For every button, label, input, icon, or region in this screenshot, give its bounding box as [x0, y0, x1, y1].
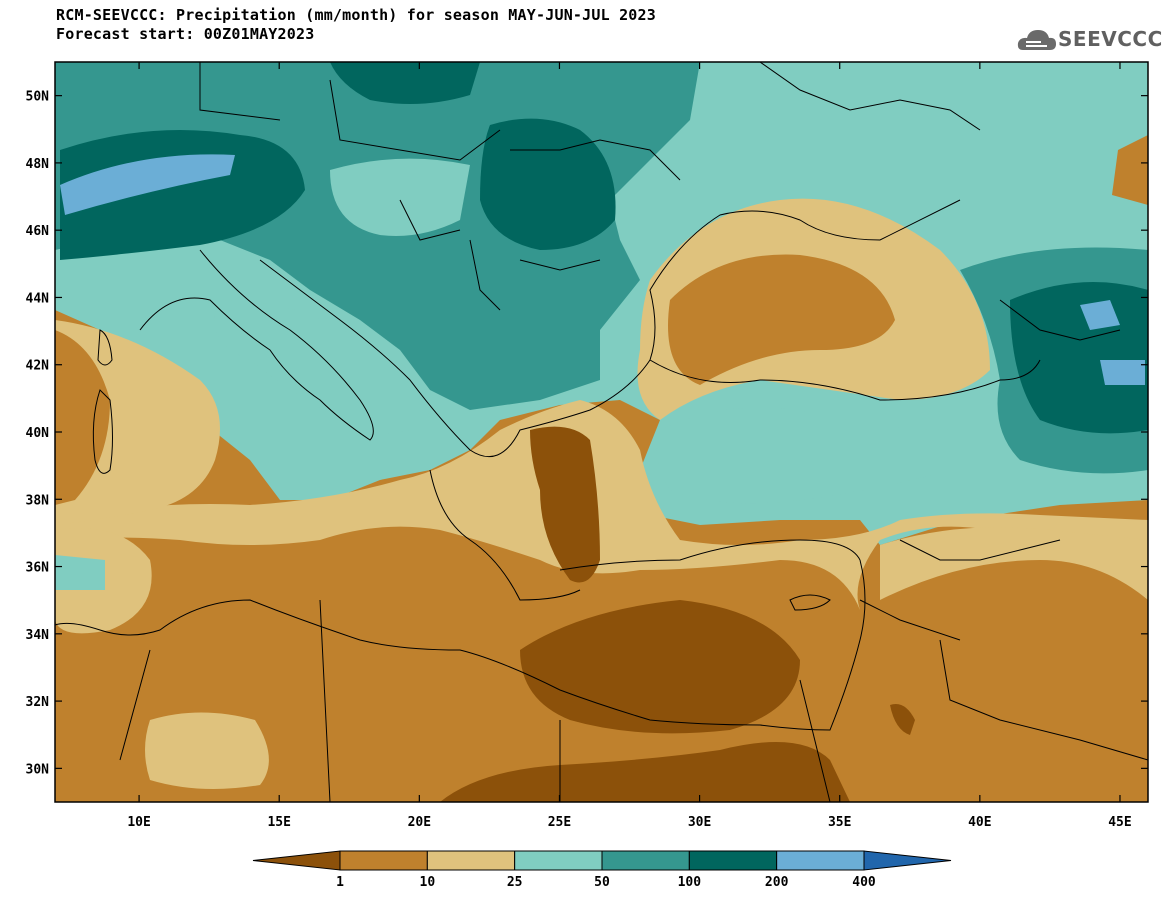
lat-tick-label: 32N — [26, 695, 50, 710]
lat-tick-label: 46N — [26, 224, 50, 239]
legend-swatch — [514, 850, 603, 871]
legend-swatch — [863, 850, 952, 871]
lat-tick-label: 40N — [26, 426, 50, 441]
legend-swatch — [426, 850, 516, 871]
legend-label: 200 — [765, 875, 789, 890]
legend-swatch — [339, 850, 428, 871]
lat-tick-label: 38N — [26, 493, 50, 508]
lon-tick-label: 10E — [127, 815, 150, 830]
legend-swatch — [601, 850, 690, 871]
legend-label: 25 — [507, 875, 523, 890]
lat-tick-label: 34N — [26, 628, 50, 643]
legend-label: 50 — [594, 875, 610, 890]
lat-tick-label: 50N — [26, 90, 50, 105]
lon-tick-label: 45E — [1108, 815, 1131, 830]
lon-tick-label: 30E — [688, 815, 711, 830]
legend-label: 10 — [420, 875, 436, 890]
lat-tick-label: 48N — [26, 157, 50, 172]
lat-tick-label: 30N — [26, 762, 50, 777]
lon-axis: 10E 15E 20E 25E 30E 35E 40E 45E — [127, 62, 1132, 830]
color-legend: 1 10 25 50 100 200 400 — [252, 850, 952, 890]
coastlines — [55, 62, 1148, 802]
legend-label: 400 — [852, 875, 876, 890]
lat-axis: 50N 48N 46N 44N 42N 40N 38N 36N 34N 32N 30N — [26, 90, 1148, 777]
legend-swatch — [688, 850, 778, 871]
legend-label: 1 — [336, 875, 344, 890]
legend-swatch — [252, 850, 341, 871]
lon-tick-label: 35E — [828, 815, 851, 830]
lat-tick-label: 36N — [26, 561, 50, 576]
lat-tick-label: 44N — [26, 291, 50, 306]
legend-swatch — [776, 850, 865, 871]
lon-tick-label: 15E — [267, 815, 290, 830]
map-title: RCM-SEEVCCC: Precipitation (mm/month) fo… — [56, 6, 656, 24]
lon-tick-label: 40E — [968, 815, 991, 830]
legend-label: 100 — [678, 875, 702, 890]
precip-fields — [55, 62, 1148, 802]
lon-tick-label: 20E — [408, 815, 431, 830]
forecast-start: Forecast start: 00Z01MAY2023 — [56, 25, 315, 43]
lon-tick-label: 25E — [548, 815, 571, 830]
logo-text: SEEVCCC — [1058, 27, 1163, 51]
cloud-icon — [1017, 30, 1056, 50]
lat-tick-label: 42N — [26, 359, 50, 374]
